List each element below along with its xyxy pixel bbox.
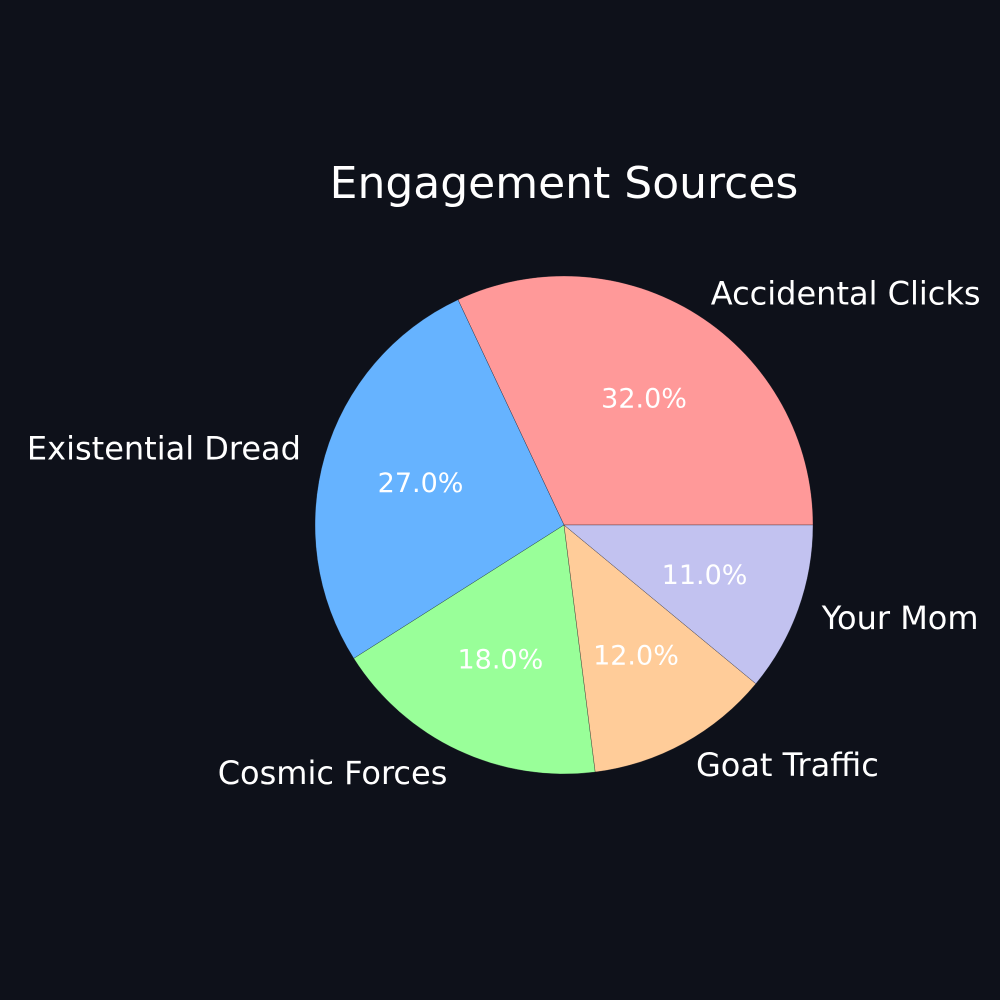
pie-slice-accidental-clicks: [457, 275, 814, 526]
slice-label-your-mom: Your Mom: [821, 599, 979, 637]
percent-label-existential-dread: 27.0%: [378, 468, 464, 499]
pie-slice-cosmic-forces: [353, 524, 596, 775]
pie-slice-existential-dread: [314, 299, 565, 659]
slice-label-existential-dread: Existential Dread: [27, 430, 301, 468]
slice-label-cosmic-forces: Cosmic Forces: [218, 754, 448, 792]
slice-label-accidental-clicks: Accidental Clicks: [711, 275, 981, 313]
pie-slice-goat-traffic: [563, 524, 757, 773]
percent-label-goat-traffic: 12.0%: [593, 640, 679, 671]
percent-label-cosmic-forces: 18.0%: [457, 645, 543, 676]
pie-slices: [314, 275, 814, 775]
pie-slice-your-mom: [563, 524, 814, 684]
slice-label-goat-traffic: Goat Traffic: [696, 746, 879, 784]
chart-title: Engagement Sources: [330, 158, 799, 209]
percent-label-accidental-clicks: 32.0%: [601, 383, 687, 414]
pie-labels: Accidental Clicks 32.0% Existential Dread 2…: [27, 275, 981, 792]
percent-label-your-mom: 11.0%: [662, 560, 748, 591]
